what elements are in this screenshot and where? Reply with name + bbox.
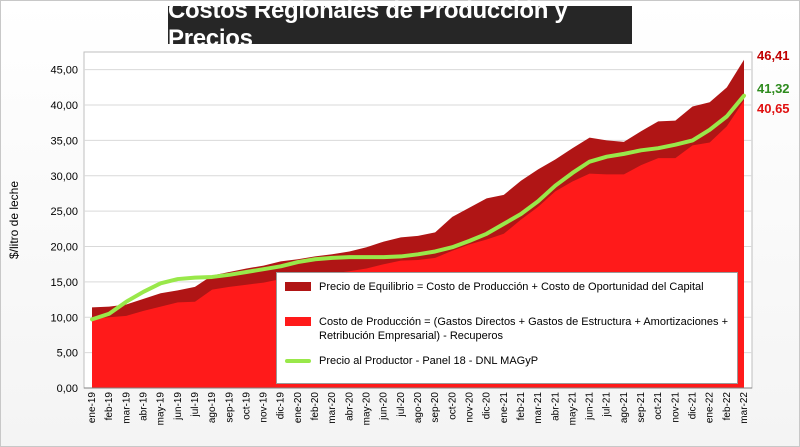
x-tick-label: sep-21 [636, 392, 647, 423]
y-tick-label: 15,00 [50, 277, 78, 289]
x-tick-label: ago-21 [619, 392, 630, 424]
x-tick-label: ene-19 [87, 392, 98, 424]
x-tick-label: mar-20 [327, 392, 338, 424]
y-tick-label: 0,00 [57, 383, 78, 395]
legend-item-costo: Costo de Producción = (Gastos Directos +… [285, 315, 729, 343]
x-tick-label: feb-19 [104, 392, 115, 421]
y-tick-label: 40,00 [50, 100, 78, 112]
legend-swatch-costo [285, 317, 311, 326]
end-value-label: 46,41 [757, 48, 790, 63]
x-tick-label: sep-19 [224, 392, 235, 423]
y-tick-label: 45,00 [50, 65, 78, 77]
x-tick-label: feb-20 [310, 392, 321, 421]
x-tick-label: feb-21 [516, 392, 527, 421]
x-tick-label: abr-19 [138, 392, 149, 421]
x-tick-label: jun-20 [379, 392, 390, 421]
legend-label-equilibrio: Precio de Equilibrio = Costo de Producci… [319, 281, 704, 293]
x-tick-label: oct-21 [653, 392, 664, 420]
x-tick-label: jul-19 [190, 392, 201, 418]
line-precio-productor [90, 93, 746, 322]
x-tick-label: ene-22 [705, 392, 716, 424]
x-tick-label: abr-21 [550, 392, 561, 421]
x-tick-label: jul-20 [396, 392, 407, 418]
legend-label-precio: Precio al Productor - Panel 18 - DNL MAG… [319, 355, 539, 367]
x-tick-label: jun-21 [585, 392, 596, 421]
legend: Precio de Equilibrio = Costo de Producci… [276, 272, 738, 384]
x-tick-label: may-21 [567, 392, 578, 426]
y-tick-label: 20,00 [50, 242, 78, 254]
y-tick-label: 30,00 [50, 171, 78, 183]
x-tick-label: mar-19 [121, 392, 132, 424]
legend-label-costo: Costo de Producción = (Gastos Directos +… [319, 316, 729, 342]
y-tick-label: 35,00 [50, 135, 78, 147]
x-tick-label: may-20 [362, 392, 373, 426]
x-tick-label: dic-21 [688, 392, 699, 420]
legend-item-equilibrio: Precio de Equilibrio = Costo de Producci… [285, 280, 729, 294]
end-value-label: 41,32 [757, 81, 790, 96]
legend-swatch-equilibrio [285, 282, 311, 291]
legend-item-precio: Precio al Productor - Panel 18 - DNL MAG… [285, 354, 729, 368]
x-tick-label: ene-20 [293, 392, 304, 424]
legend-swatch-precio [285, 359, 311, 363]
y-axis-label: $/litro de leche [7, 181, 21, 259]
x-tick-label: nov-20 [464, 392, 475, 423]
x-tick-label: ago-19 [207, 392, 218, 424]
x-tick-label: feb-22 [722, 392, 733, 421]
x-tick-label: nov-19 [259, 392, 270, 423]
x-tick-label: nov-21 [670, 392, 681, 423]
x-tick-label: mar-22 [739, 392, 750, 424]
x-tick-label: jul-21 [602, 392, 613, 418]
x-tick-label: jun-19 [173, 392, 184, 421]
x-tick-label: may-19 [156, 392, 167, 426]
x-tick-label: ene-21 [499, 392, 510, 424]
x-tick-label: dic-20 [482, 392, 493, 420]
x-tick-label: oct-20 [447, 392, 458, 420]
x-tick-label: dic-19 [276, 392, 287, 420]
x-tick-label: mar-21 [533, 392, 544, 424]
y-tick-label: 10,00 [50, 312, 78, 324]
x-tick-label: oct-19 [241, 392, 252, 420]
end-value-label: 40,65 [757, 101, 790, 116]
y-tick-label: 5,00 [57, 348, 78, 360]
y-tick-label: 25,00 [50, 206, 78, 218]
x-tick-label: sep-20 [430, 392, 441, 423]
x-tick-label: ago-20 [413, 392, 424, 424]
x-tick-label: abr-20 [344, 392, 355, 421]
